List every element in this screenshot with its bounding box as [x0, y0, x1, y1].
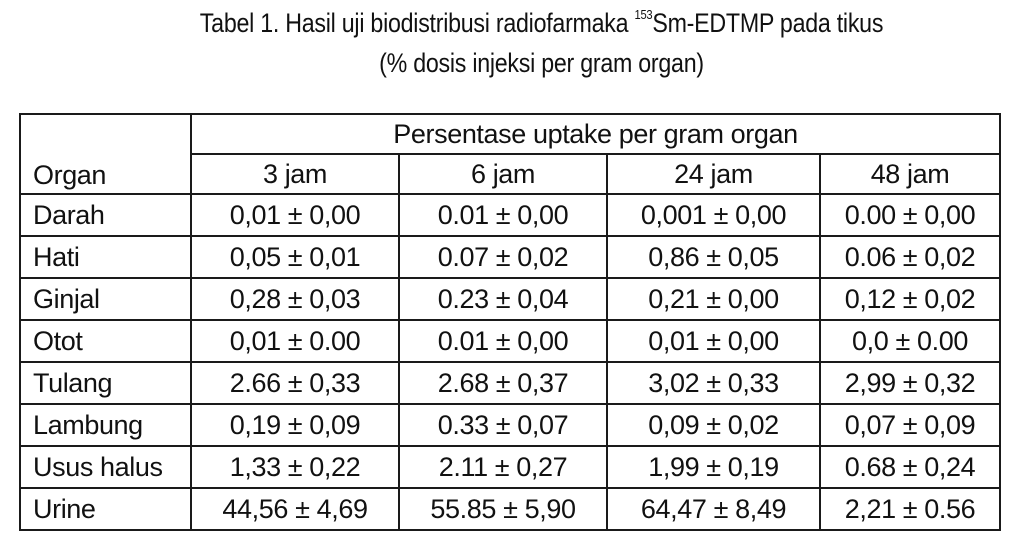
value-cell: 0.01 ± 0,00	[398, 319, 608, 363]
table-caption-line-1: Tabel 1. Hasil uji biodistribusi radiofa…	[102, 8, 982, 38]
organ-cell: Tulang	[19, 361, 192, 405]
value-cell: 0.00 ± 0,00	[818, 193, 1002, 237]
value-cell: 1,33 ± 0,22	[190, 445, 400, 489]
value-cell: 0,28 ± 0,03	[190, 277, 400, 321]
value-cell: 0.01 ± 0,00	[398, 193, 608, 237]
caption-prefix: Tabel 1. Hasil uji biodistribusi radiofa…	[199, 8, 635, 38]
table-row: Ginjal 0,28 ± 0,03 0.23 ± 0,04 0,21 ± 0,…	[19, 277, 1002, 321]
biodistribution-table: Organ Persentase uptake per gram organ 3…	[19, 113, 1002, 531]
header-row-group: Organ Persentase uptake per gram organ	[19, 113, 1002, 195]
table-row: Tulang 2.66 ± 0,33 2.68 ± 0,37 3,02 ± 0,…	[19, 361, 1002, 405]
value-cell: 0,01 ± 0.00	[190, 319, 400, 363]
value-cell: 2,21 ± 0.56	[818, 487, 1002, 531]
organ-cell: Hati	[19, 235, 192, 279]
value-cell: 0,07 ± 0,09	[818, 403, 1002, 447]
time-header-6-jam: 6 jam	[398, 153, 608, 195]
organ-cell: Usus halus	[19, 445, 192, 489]
value-cell: 1,99 ± 0,19	[606, 445, 821, 489]
value-cell: 0.33 ± 0,07	[398, 403, 608, 447]
value-cell: 55.85 ± 5,90	[398, 487, 608, 531]
header-row-times: 3 jam 6 jam 24 jam 48 jam	[20, 153, 1002, 195]
organ-column-header: Organ	[19, 113, 192, 195]
value-cell: 0,01 ± 0,00	[190, 193, 400, 237]
table-caption-line-2: (% dosis injeksi per gram organ)	[379, 48, 704, 78]
value-cell: 2.68 ± 0,37	[398, 361, 608, 405]
table-row: Urine 44,56 ± 4,69 55.85 ± 5,90 64,47 ± …	[19, 487, 1002, 531]
time-header-24-jam: 24 jam	[606, 153, 821, 195]
organ-cell: Otot	[19, 319, 192, 363]
value-cell: 0,0 ± 0.00	[818, 319, 1002, 363]
isotope-mass-number: 153	[634, 7, 653, 22]
value-cell: 0,12 ± 0,02	[818, 277, 1002, 321]
value-cell: 0,05 ± 0,01	[190, 235, 400, 279]
value-cell: 0,86 ± 0,05	[606, 235, 821, 279]
value-cell: 0.68 ± 0,24	[818, 445, 1002, 489]
organ-cell: Lambung	[19, 403, 192, 447]
value-cell: 0.06 ± 0,02	[818, 235, 1002, 279]
value-cell: 3,02 ± 0,33	[606, 361, 821, 405]
value-cell: 0.23 ± 0,04	[398, 277, 608, 321]
table-row: Darah 0,01 ± 0,00 0.01 ± 0,00 0,001 ± 0,…	[19, 193, 1002, 237]
time-header-48-jam: 48 jam	[818, 153, 1002, 195]
value-cell: 2.11 ± 0,27	[398, 445, 608, 489]
uptake-group-header: Persentase uptake per gram organ	[189, 113, 1002, 155]
table-row: Hati 0,05 ± 0,01 0.07 ± 0,02 0,86 ± 0,05…	[19, 235, 1002, 279]
organ-cell: Ginjal	[19, 277, 192, 321]
organ-cell: Darah	[19, 193, 192, 237]
value-cell: 0,09 ± 0,02	[606, 403, 821, 447]
value-cell: 2.66 ± 0,33	[190, 361, 400, 405]
table-row: Usus halus 1,33 ± 0,22 2.11 ± 0,27 1,99 …	[19, 445, 1002, 489]
time-header-3-jam: 3 jam	[190, 153, 400, 195]
value-cell: 0.07 ± 0,02	[398, 235, 608, 279]
table-row: Lambung 0,19 ± 0,09 0.33 ± 0,07 0,09 ± 0…	[19, 403, 1002, 447]
value-cell: 0,01 ± 0,00	[606, 319, 821, 363]
value-cell: 0,19 ± 0,09	[190, 403, 400, 447]
organ-cell: Urine	[19, 487, 192, 531]
value-cell: 64,47 ± 8,49	[606, 487, 821, 531]
caption-suffix: Sm-EDTMP pada tikus	[652, 8, 884, 38]
table-row: Otot 0,01 ± 0.00 0.01 ± 0,00 0,01 ± 0,00…	[19, 319, 1002, 363]
value-cell: 44,56 ± 4,69	[190, 487, 400, 531]
value-cell: 0,21 ± 0,00	[606, 277, 821, 321]
value-cell: 0,001 ± 0,00	[606, 193, 821, 237]
value-cell: 2,99 ± 0,32	[818, 361, 1002, 405]
